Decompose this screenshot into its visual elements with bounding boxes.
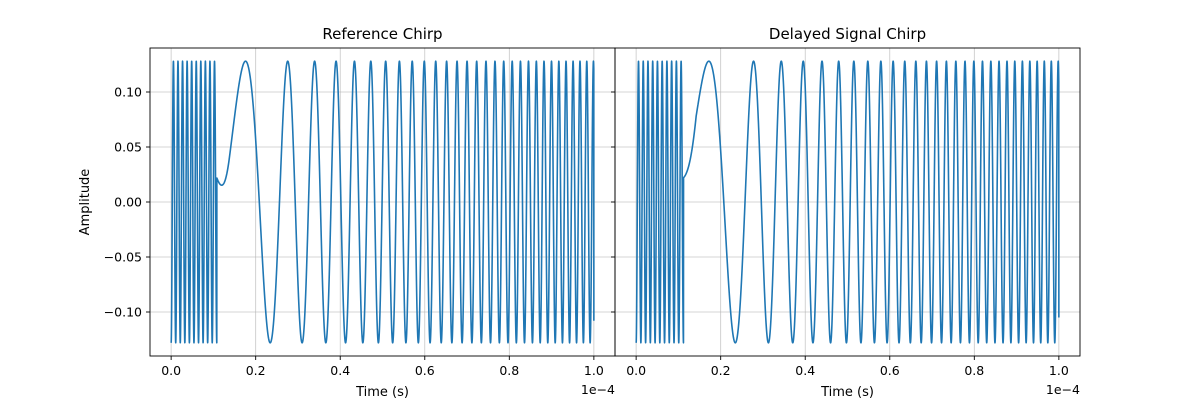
y-tick-label: 0.00 bbox=[114, 195, 142, 210]
x-axis-label: Time (s) bbox=[355, 385, 409, 400]
series-line bbox=[170, 60, 595, 344]
x-tick-label: 1.0 bbox=[584, 363, 604, 378]
x-tick-label: 0.0 bbox=[161, 363, 181, 378]
y-tick-label: −0.05 bbox=[104, 250, 142, 265]
chart-title: Delayed Signal Chirp bbox=[769, 25, 926, 43]
x-tick-label: 0.0 bbox=[626, 363, 646, 378]
chart-title: Reference Chirp bbox=[322, 25, 442, 43]
y-tick-label: 0.05 bbox=[114, 140, 142, 155]
x-tick-label: 0.6 bbox=[880, 363, 900, 378]
y-tick-label: −0.10 bbox=[104, 305, 142, 320]
x-axis-label: Time (s) bbox=[820, 385, 874, 400]
x-tick-label: 0.4 bbox=[795, 363, 815, 378]
chart-panel-1: 0.0 0.2 0.4 0.6 0.8 1.0 −0.10 −0.05 0.00 0.05 0.10… bbox=[78, 25, 616, 400]
series-line bbox=[635, 60, 1060, 344]
x-tick-label: 0.2 bbox=[711, 363, 731, 378]
x-tick-label: 0.2 bbox=[246, 363, 266, 378]
x-tick-label: 0.4 bbox=[330, 363, 350, 378]
x-offset-label: 1e−4 bbox=[1046, 382, 1080, 397]
chart-panel-2: 0.0 0.2 0.4 0.6 0.8 1.0 1e−4 Delayed Signal Chi… bbox=[611, 25, 1081, 400]
x-tick-label: 0.8 bbox=[499, 363, 519, 378]
x-tick-label: 1.0 bbox=[1049, 363, 1069, 378]
y-tick-label: 0.10 bbox=[114, 85, 142, 100]
y-axis-label: Amplitude bbox=[78, 169, 93, 236]
x-tick-label: 0.6 bbox=[415, 363, 435, 378]
x-offset-label: 1e−4 bbox=[581, 382, 615, 397]
x-tick-label: 0.8 bbox=[964, 363, 984, 378]
